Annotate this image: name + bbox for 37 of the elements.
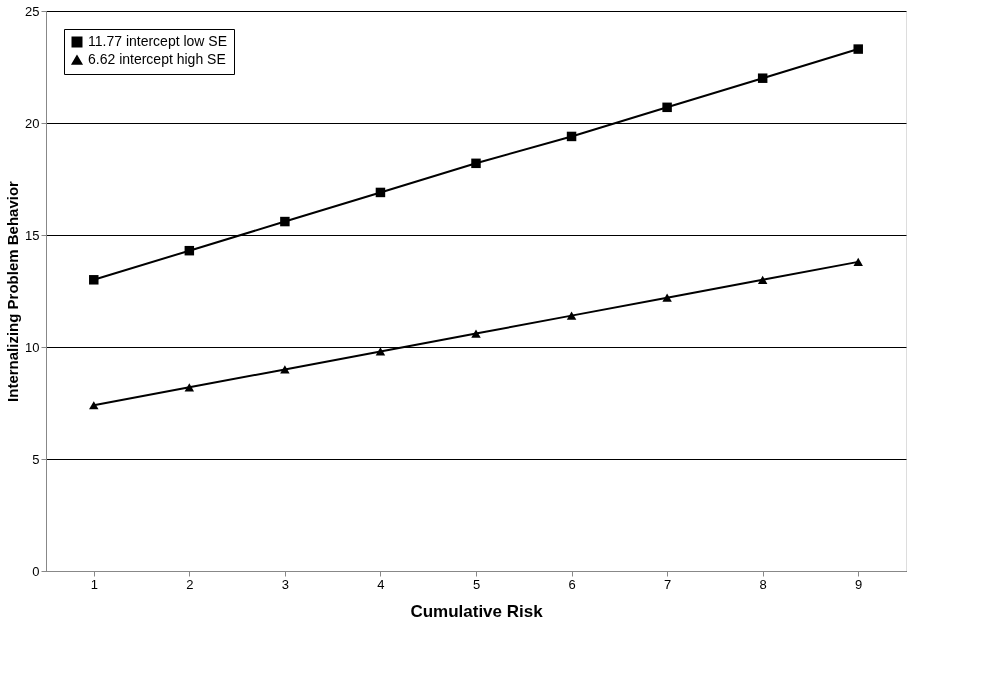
x-axis-title: Cumulative Risk: [410, 601, 544, 621]
point: [471, 329, 481, 338]
point: [662, 293, 672, 302]
point: [375, 187, 386, 198]
y-tick-label: 25: [25, 3, 40, 19]
y-tick-label: 0: [32, 563, 40, 579]
x-tick-label: 4: [377, 576, 385, 592]
x-tick-label: 9: [855, 576, 863, 592]
y-axis-title: Internalizing Problem Behavior: [4, 180, 22, 402]
x-tick-label: 3: [281, 576, 290, 592]
y-tick-label: 10: [25, 339, 40, 355]
point: [566, 131, 577, 142]
x-tick-label: 2: [186, 576, 194, 592]
point: [757, 73, 768, 83]
point: [566, 311, 577, 320]
point: [280, 365, 290, 374]
x-tick-label: 7: [663, 576, 672, 592]
point: [280, 216, 290, 227]
x-tick-label: 6: [568, 576, 576, 592]
x-tick-label: 1: [90, 576, 98, 592]
y-tick-label: 5: [32, 451, 40, 467]
point: [184, 383, 195, 392]
y-tick-label: 20: [25, 115, 40, 131]
point: [89, 401, 99, 410]
point: [184, 245, 195, 256]
legend-label: 11.77 intercept low SE: [88, 33, 228, 49]
point: [853, 257, 863, 266]
legend-label: 6.62 intercept high SE: [88, 51, 226, 67]
point: [471, 158, 481, 169]
y-tick-label: 15: [25, 227, 40, 243]
point: [757, 275, 768, 284]
x-tick-label: 8: [759, 576, 767, 592]
point: [853, 44, 863, 54]
point: [89, 275, 99, 285]
x-tick-label: 5: [472, 576, 481, 592]
point: [375, 347, 386, 356]
point: [662, 102, 672, 113]
